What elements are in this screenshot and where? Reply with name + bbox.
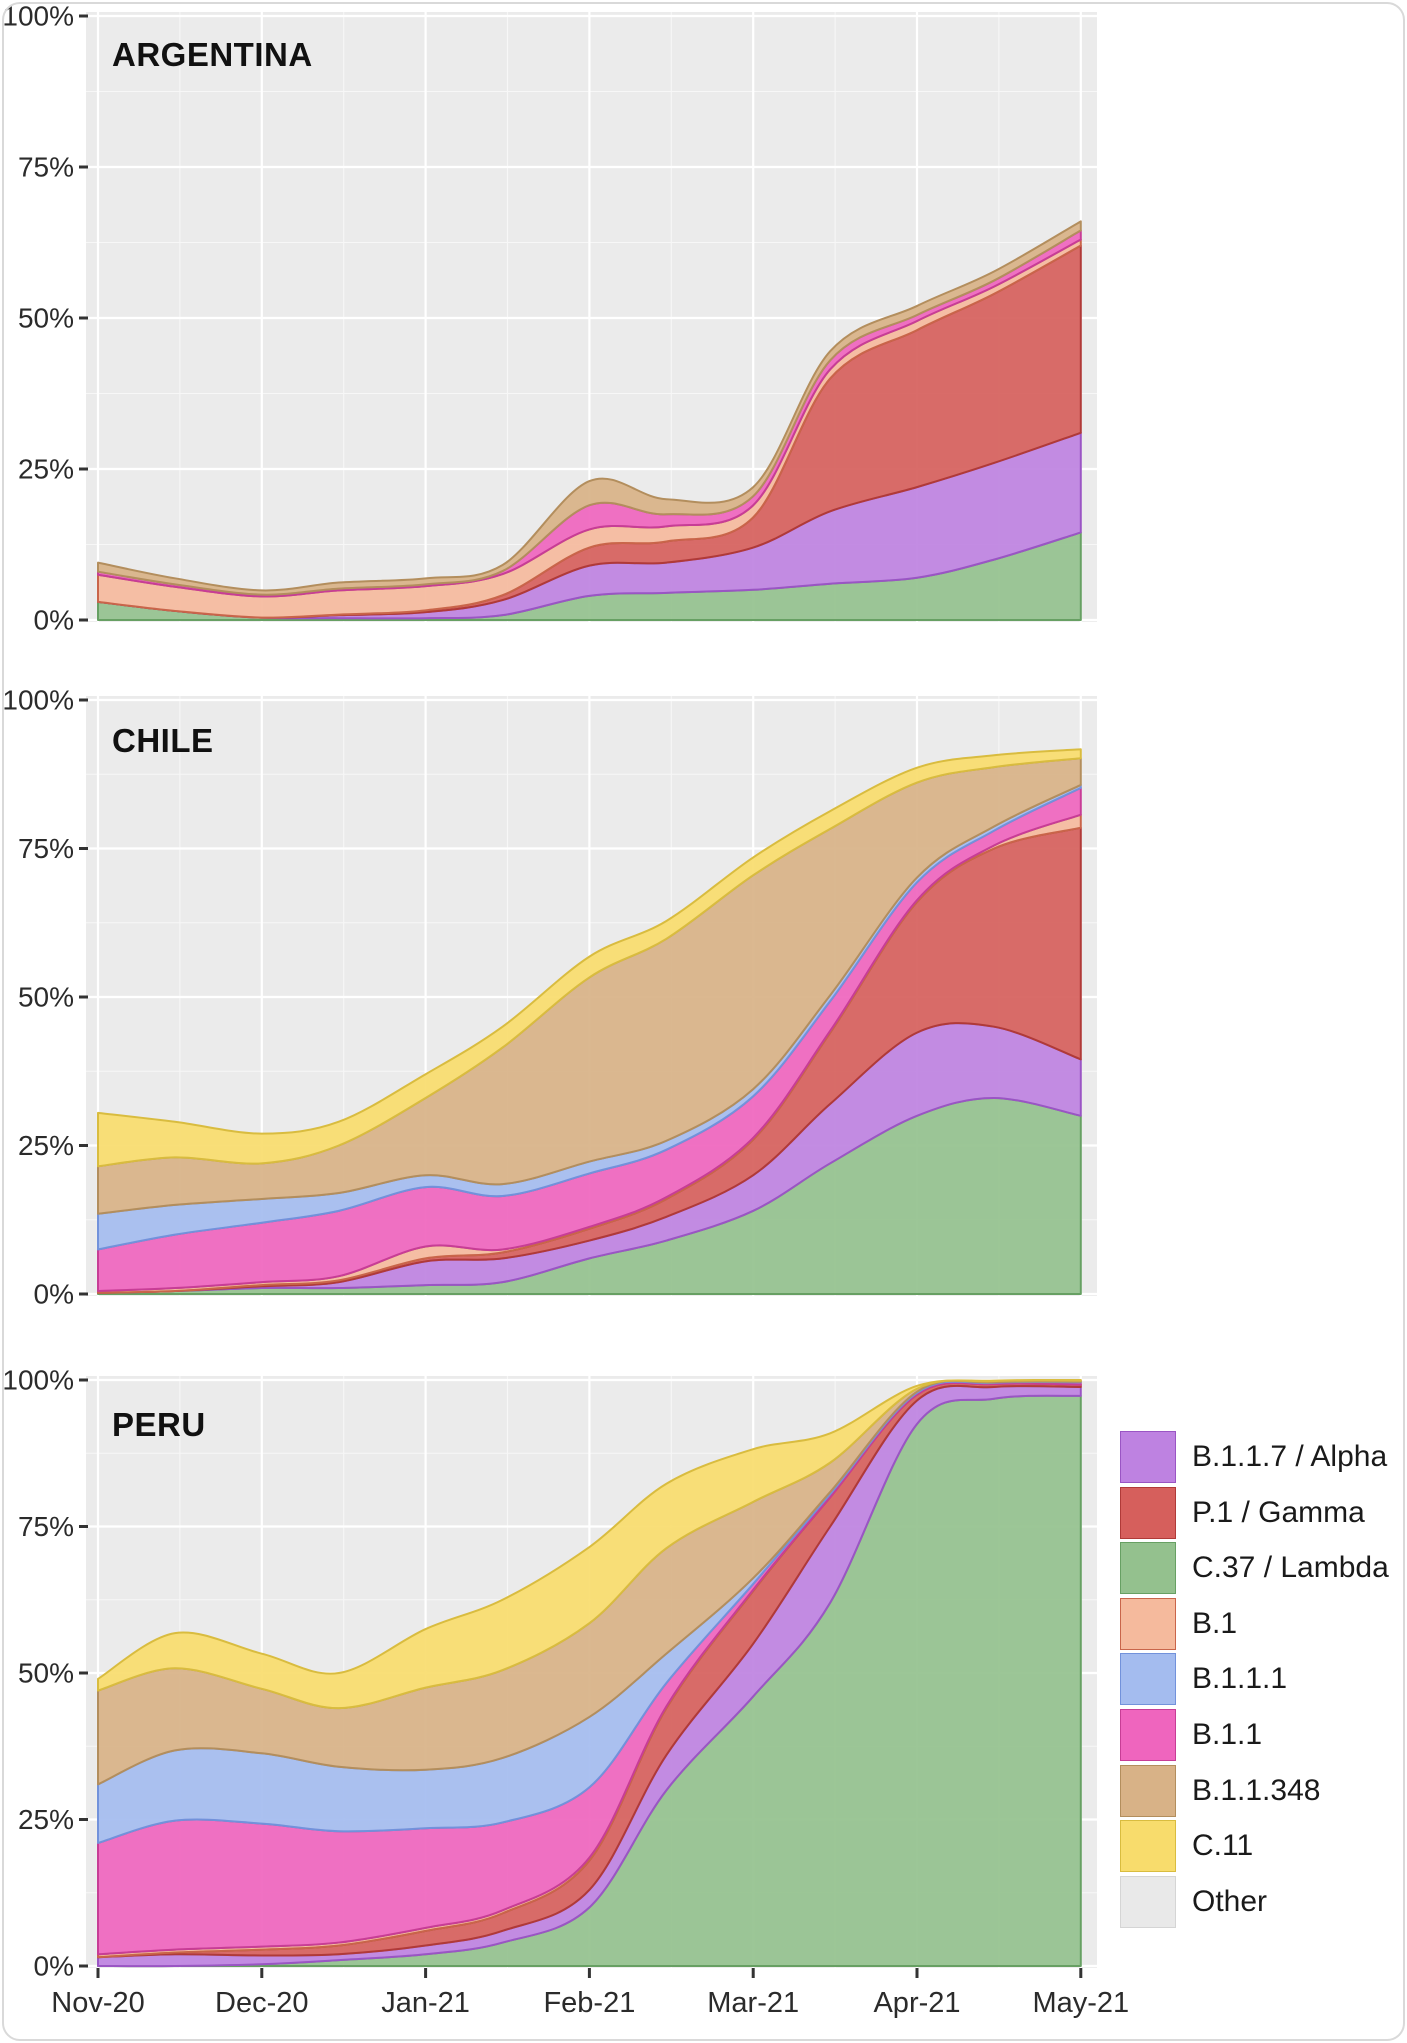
panel-chile: 0% 25% 50% 75% 100%: [2, 685, 1097, 1310]
y-axis-argentina: 0% 25% 50% 75% 100%: [2, 1, 88, 636]
y-tick-label: 0%: [34, 1279, 74, 1310]
legend-item-lambda: C.37 / Lambda: [1120, 1542, 1405, 1595]
x-tick-label: Apr-21: [873, 1987, 960, 2019]
x-tick-label: Feb-21: [543, 1987, 635, 2019]
area-c11-peru: [97, 1379, 1082, 1710]
legend-swatch-lambda: [1120, 1542, 1176, 1595]
legend-label-b1: B.1: [1192, 1606, 1238, 1640]
legend-swatch-b11348: [1120, 1764, 1176, 1817]
y-tick-label: 75%: [18, 152, 74, 183]
panel-title-chile: CHILE: [112, 722, 214, 759]
legend-item-b11: B.1.1: [1120, 1709, 1405, 1761]
legend-swatch-b111: [1120, 1653, 1176, 1706]
y-tick-label: 0%: [34, 1951, 74, 1982]
legend-swatch-c11: [1120, 1820, 1176, 1873]
legend-label-b11: B.1.1: [1192, 1718, 1263, 1751]
legend-swatch-alpha: [1120, 1431, 1176, 1483]
y-tick-label: 0%: [34, 605, 74, 636]
x-tick-label: Nov-20: [51, 1987, 145, 2019]
legend-item-b111: B.1.1.1: [1120, 1653, 1405, 1706]
legend-item-b11348: B.1.1.348: [1120, 1764, 1405, 1817]
area-stack-argentina: [97, 220, 1082, 622]
legend-swatch-b1: [1120, 1597, 1176, 1650]
area-stack-chile: [97, 748, 1082, 1296]
panel-title-peru: PERU: [112, 1406, 206, 1443]
legend-label-other: Other: [1192, 1884, 1268, 1918]
legend-item-c11: C.11: [1120, 1820, 1405, 1873]
x-tick-label: Dec-20: [215, 1987, 309, 2019]
y-tick-label: 100%: [2, 1, 74, 32]
legend-item-alpha: B.1.1.7 / Alpha: [1120, 1431, 1405, 1483]
panel-argentina: 0% 25% 50% 75% 100%: [2, 1, 1097, 636]
y-axis-chile: 0% 25% 50% 75% 100%: [2, 685, 88, 1310]
legend-label-c11: C.11: [1192, 1829, 1254, 1863]
panel-title-argentina: ARGENTINA: [112, 36, 313, 73]
legend-item-b1: B.1: [1120, 1597, 1405, 1650]
area-b11348-argentina: [97, 220, 1082, 596]
y-tick-label: 75%: [18, 1511, 74, 1542]
y-tick-label: 25%: [18, 1130, 74, 1161]
legend-item-other: Other: [1120, 1875, 1405, 1928]
legend-label-lambda: C.37 / Lambda: [1192, 1551, 1389, 1585]
panel-peru: 0% 25% 50% 75% 100%: [2, 1365, 1097, 1982]
y-tick-label: 25%: [18, 1804, 74, 1835]
y-tick-label: 50%: [18, 982, 74, 1013]
legend-item-gamma: P.1 / Gamma: [1120, 1486, 1405, 1539]
y-tick-label: 25%: [18, 454, 74, 485]
y-tick-label: 100%: [2, 685, 74, 716]
y-axis-peru: 0% 25% 50% 75% 100%: [2, 1365, 88, 1982]
legend-label-b11348: B.1.1.348: [1192, 1773, 1321, 1807]
y-tick-label: 100%: [2, 1365, 74, 1396]
legend-label-gamma: P.1 / Gamma: [1192, 1495, 1365, 1529]
x-axis: Nov-20 Dec-20 Jan-21 Feb-21 Mar-21 Apr-21 May-…: [51, 1968, 1129, 2019]
legend-label-b111: B.1.1.1: [1192, 1662, 1288, 1696]
y-tick-label: 50%: [18, 1658, 74, 1689]
x-tick-label: Jan-21: [381, 1987, 470, 2019]
legend-swatch-b11: [1120, 1709, 1176, 1761]
y-tick-label: 50%: [18, 303, 74, 334]
legend-swatch-gamma: [1120, 1486, 1176, 1539]
y-tick-label: 75%: [18, 833, 74, 864]
x-tick-label: May-21: [1032, 1987, 1129, 2019]
legend-label-alpha: B.1.1.7 / Alpha: [1192, 1440, 1388, 1473]
legend-swatch-other: [1120, 1875, 1176, 1928]
area-c11-chile: [97, 748, 1082, 1168]
area-stack-peru: [97, 1379, 1082, 1968]
x-tick-label: Mar-21: [707, 1987, 799, 2019]
